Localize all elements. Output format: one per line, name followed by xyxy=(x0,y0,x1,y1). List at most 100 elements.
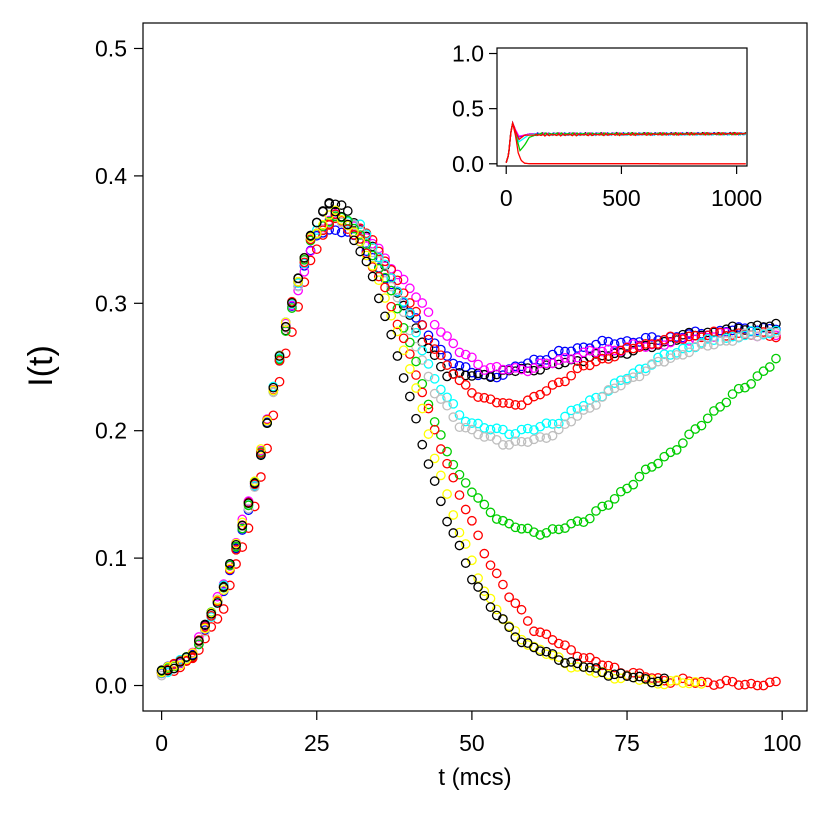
data-point xyxy=(758,328,769,339)
data-point xyxy=(262,415,272,426)
data-point xyxy=(392,292,403,303)
data-point xyxy=(398,373,409,383)
data-point xyxy=(535,646,546,657)
data-point xyxy=(479,590,490,601)
data-point xyxy=(404,283,415,294)
x-tick-label: 0 xyxy=(155,730,168,756)
y-tick-label: 0.4 xyxy=(95,163,127,189)
data-point xyxy=(560,411,570,422)
data-point xyxy=(740,328,750,339)
y-tick-label: 0.2 xyxy=(95,418,127,444)
data-point xyxy=(467,574,477,585)
data-point xyxy=(547,524,558,534)
data-point xyxy=(591,400,601,410)
data-point xyxy=(510,522,521,533)
data-point xyxy=(578,360,589,371)
data-point xyxy=(541,418,552,429)
data-point xyxy=(417,298,428,308)
data-point xyxy=(380,282,390,293)
data-point xyxy=(597,353,608,364)
data-point xyxy=(547,380,558,390)
data-point xyxy=(342,206,353,216)
data-point xyxy=(541,646,552,657)
data-point xyxy=(429,453,440,464)
data-point xyxy=(541,433,552,443)
data-point xyxy=(771,318,781,329)
data-point xyxy=(454,367,465,378)
data-point xyxy=(194,636,204,646)
data-point xyxy=(330,225,341,236)
data-point xyxy=(553,355,564,365)
data-point xyxy=(411,292,421,302)
data-point xyxy=(522,395,533,406)
data-point xyxy=(249,482,260,493)
data-point xyxy=(398,300,409,311)
data-point xyxy=(491,372,502,383)
data-point xyxy=(404,364,415,374)
data-point xyxy=(510,632,521,643)
data-point xyxy=(324,198,335,209)
data-point xyxy=(411,323,421,333)
data-point xyxy=(504,622,514,633)
data-point xyxy=(566,354,577,364)
data-point xyxy=(665,675,676,686)
data-point xyxy=(299,266,310,277)
data-point xyxy=(423,403,434,414)
data-point xyxy=(355,230,366,240)
data-point xyxy=(460,422,471,433)
data-point xyxy=(560,419,570,430)
data-point xyxy=(231,539,241,550)
data-point xyxy=(752,680,763,691)
data-point xyxy=(603,336,614,347)
data-point xyxy=(678,673,688,684)
data-point xyxy=(678,438,688,449)
data-point xyxy=(454,540,465,551)
data-point xyxy=(733,383,744,394)
data-point xyxy=(522,523,533,534)
data-point xyxy=(479,365,490,375)
data-point xyxy=(442,516,452,527)
data-point xyxy=(392,303,403,314)
data-point xyxy=(373,271,384,282)
data-point xyxy=(386,281,397,292)
data-point xyxy=(628,672,639,683)
data-point xyxy=(709,406,719,416)
data-point xyxy=(479,369,490,380)
data-point xyxy=(529,434,539,445)
data-point xyxy=(448,510,459,520)
data-point xyxy=(535,530,546,540)
data-point xyxy=(653,673,663,683)
data-point xyxy=(206,622,217,632)
data-point xyxy=(436,470,446,481)
inset-y-tick-label: 1.0 xyxy=(452,41,484,67)
data-point xyxy=(702,677,713,688)
data-point xyxy=(671,675,682,685)
data-point xyxy=(634,675,645,685)
data-point xyxy=(417,355,428,365)
data-point xyxy=(746,326,756,336)
data-point xyxy=(460,478,471,488)
data-point xyxy=(485,602,496,612)
data-point xyxy=(684,335,694,346)
data-point xyxy=(299,253,310,263)
data-point xyxy=(535,627,546,638)
data-point xyxy=(287,297,297,308)
data-point xyxy=(330,209,341,220)
data-point xyxy=(411,313,421,323)
data-point xyxy=(411,383,421,393)
data-point xyxy=(423,371,434,382)
data-point xyxy=(721,675,732,686)
data-point xyxy=(417,320,428,330)
data-point xyxy=(467,555,477,566)
data-point xyxy=(336,215,347,225)
data-point xyxy=(553,424,564,435)
data-point xyxy=(609,378,620,389)
data-point xyxy=(597,346,608,357)
data-point xyxy=(510,362,521,373)
data-point xyxy=(473,582,483,592)
data-point xyxy=(504,398,514,409)
data-point xyxy=(367,250,378,261)
data-point xyxy=(566,416,577,427)
data-point xyxy=(740,679,750,690)
